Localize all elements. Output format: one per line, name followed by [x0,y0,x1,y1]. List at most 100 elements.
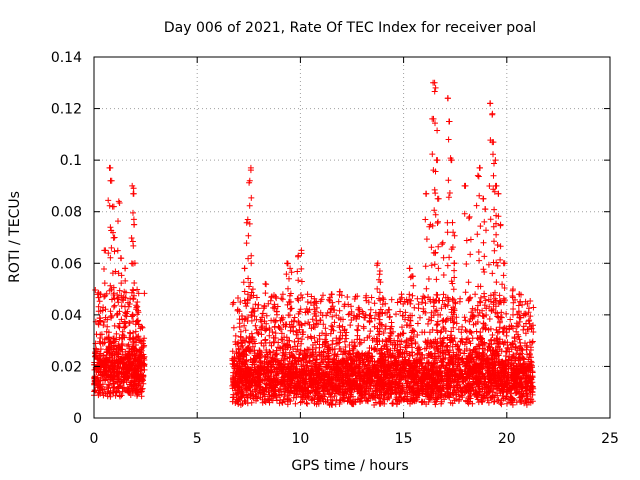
data-point [109,363,116,370]
data-point [417,314,423,321]
data-point [122,319,128,326]
data-point [92,287,99,293]
data-point [110,345,117,352]
data-point [498,401,505,408]
data-point [95,294,102,301]
data-point [129,343,136,350]
data-point [343,335,350,342]
data-point [134,391,141,398]
data-point [92,387,99,394]
data-point [434,322,441,329]
data-points [91,79,537,408]
data-point [342,332,349,339]
data-point [127,330,134,337]
data-point [136,354,143,361]
data-point [126,388,133,395]
data-point [135,375,142,381]
data-point [367,306,374,313]
data-point [96,298,103,305]
chart-title: Day 006 of 2021, Rate Of TEC Index for r… [164,20,536,36]
data-point [135,317,141,324]
data-point [136,355,143,362]
data-point [108,244,115,251]
data-point [140,373,147,379]
data-point [98,362,105,369]
data-point [106,365,113,372]
data-point [105,329,112,336]
data-point [414,295,421,302]
data-point [497,400,504,406]
data-point [102,314,109,321]
data-point [107,352,114,359]
data-point [122,361,129,368]
data-point [304,334,311,341]
data-point [106,202,113,209]
data-point [132,388,139,395]
data-point [114,296,121,302]
data-point [527,298,534,304]
data-point [104,357,110,364]
data-point [368,294,375,301]
data-point [347,322,354,329]
data-point [128,360,135,367]
data-point [304,299,311,305]
data-point [124,343,131,349]
data-point [123,378,130,385]
data-point [104,323,111,330]
data-point [367,312,374,319]
data-point [110,378,117,384]
data-point [237,328,244,335]
data-point [520,326,527,333]
data-point [120,366,127,373]
data-point [515,302,522,309]
data-point [97,350,104,357]
data-point [504,400,510,407]
data-point [126,351,133,358]
data-point [125,350,132,357]
data-point [366,318,373,325]
data-point [132,346,139,353]
data-point [473,328,480,335]
data-point [114,364,121,371]
data-point [113,389,120,396]
data-point [237,334,244,341]
data-point [93,369,100,376]
data-point [230,324,237,331]
data-point [128,368,135,375]
data-point [276,325,283,331]
data-point [305,319,312,326]
data-point [141,363,148,370]
data-point [139,324,146,331]
data-point [425,320,431,327]
data-point [109,203,116,210]
data-point [105,385,112,392]
data-point [119,328,126,335]
data-point [341,338,348,345]
data-point [106,390,113,397]
data-point [133,347,140,354]
data-point [263,347,270,353]
data-point [530,304,537,311]
data-point [107,224,114,231]
data-point [103,290,110,297]
data-point [388,296,395,303]
data-point [111,302,118,309]
data-point [291,338,298,345]
data-point [116,389,123,396]
data-point [116,345,123,352]
data-point [101,280,108,287]
data-point [495,396,502,403]
data-point [309,346,316,353]
data-point [115,360,122,367]
data-point [320,292,326,299]
data-point [278,330,285,337]
data-point [252,322,259,329]
data-point [141,290,148,297]
data-point [232,332,239,339]
data-point [472,291,479,298]
data-point [133,383,140,389]
data-point [527,347,534,353]
data-point [99,389,106,396]
data-point [115,353,122,360]
data-point [138,351,145,358]
